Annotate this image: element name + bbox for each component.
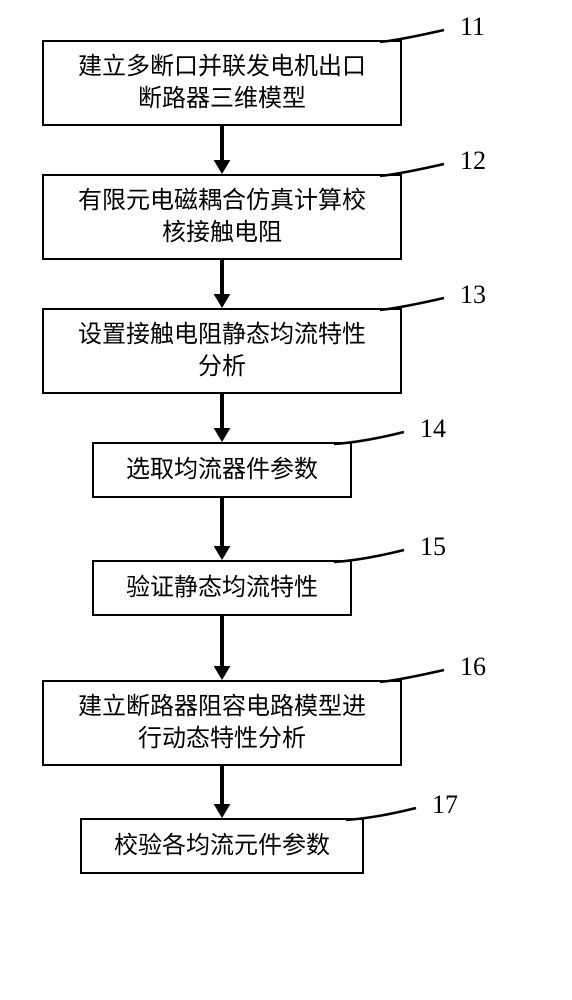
flow-node-n6: 建立断路器阻容电路模型进 行动态特性分析 [42, 680, 402, 766]
flow-node-n5: 验证静态均流特性 [92, 560, 352, 616]
flowchart-canvas: 建立多断口并联发电机出口 断路器三维模型有限元电磁耦合仿真计算校 核接触电阻设置… [0, 0, 572, 1000]
flow-node-n2: 有限元电磁耦合仿真计算校 核接触电阻 [42, 174, 402, 260]
flow-node-n3: 设置接触电阻静态均流特性 分析 [42, 308, 402, 394]
flow-node-text: 建立多断口并联发电机出口 断路器三维模型 [78, 51, 366, 116]
flow-node-text: 有限元电磁耦合仿真计算校 核接触电阻 [78, 185, 366, 250]
flow-node-text: 建立断路器阻容电路模型进 行动态特性分析 [78, 691, 366, 756]
step-number-label: 14 [420, 414, 446, 444]
flow-node-n7: 校验各均流元件参数 [80, 818, 364, 874]
step-number-label: 11 [460, 12, 485, 42]
flow-node-text: 设置接触电阻静态均流特性 分析 [78, 319, 366, 384]
step-number-label: 17 [432, 790, 458, 820]
flow-node-n4: 选取均流器件参数 [92, 442, 352, 498]
step-number-label: 16 [460, 652, 486, 682]
step-number-label: 12 [460, 146, 486, 176]
flow-node-text: 校验各均流元件参数 [114, 830, 330, 862]
flow-node-text: 选取均流器件参数 [126, 454, 318, 486]
flow-node-n1: 建立多断口并联发电机出口 断路器三维模型 [42, 40, 402, 126]
step-number-label: 13 [460, 280, 486, 310]
flow-node-text: 验证静态均流特性 [126, 572, 318, 604]
step-number-label: 15 [420, 532, 446, 562]
